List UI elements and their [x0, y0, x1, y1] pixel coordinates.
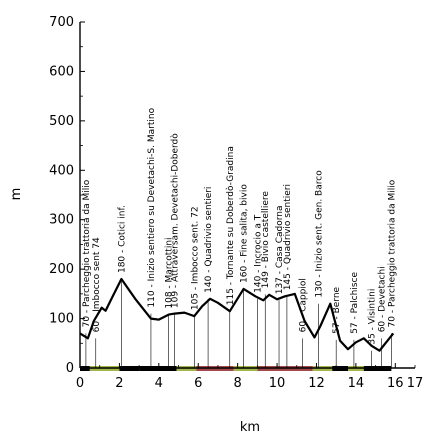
y-tick-label: 0 [66, 361, 74, 376]
waypoint-label: 60 - Devetachi [378, 266, 388, 332]
waypoint-lines [85, 279, 392, 368]
x-tick-label: 0 [76, 376, 84, 391]
waypoint-label: 60 - Imbocco sent 74 [92, 237, 102, 332]
x-tick-label: 2 [115, 376, 123, 391]
waypoint-label: 108 - Marcottini [165, 237, 175, 308]
waypoint-label: 60 - Cappiol [299, 278, 309, 332]
waypoint-label: 160 - Fine salita, bivio [240, 184, 250, 283]
waypoint-label: 57 - Palchisce [350, 272, 360, 334]
axes: 0 100 200 300 400 500 600 700 0 2 4 6 8 10 12 14 16 17 [49, 15, 423, 391]
y-tick-label: 500 [49, 114, 74, 129]
y-tick-label: 400 [49, 163, 74, 178]
elevation-profile-line [79, 277, 395, 352]
y-tick-label: 700 [49, 15, 74, 30]
y-tick-label: 600 [49, 64, 74, 79]
waypoint-label: 149 - Bivio castelliere [261, 191, 271, 289]
x-tick-label: 16 [387, 376, 404, 391]
y-tick-label: 100 [49, 312, 74, 327]
y-tick-label: 200 [49, 262, 74, 277]
x-tick-label: 8 [234, 376, 242, 391]
waypoint-label: 180 - Cotici inf. [117, 205, 127, 273]
waypoint-labels: 70 - Parcheggio trattoria da Milio 60 - I… [82, 107, 397, 345]
y-axis-label: m [9, 188, 24, 201]
waypoint-label: 109 - Attraversam. Devetachi-Doberdò [170, 133, 181, 308]
waypoint-label: 140 - Quadrivio sentieri [204, 187, 214, 293]
waypoint-label: 57 - Berne [332, 286, 342, 333]
y-tick-label: 300 [49, 213, 74, 228]
x-tick-label: 12 [308, 376, 325, 391]
waypoint-label: 70 - Parcheggio trattoria da Milio [387, 179, 397, 327]
waypoint-label: 140 - Incrocio a T [253, 214, 263, 293]
waypoint-label: 130 - Inizio sent. Gen. Barco [314, 170, 324, 298]
waypoint-label: 115 - Tornante su Doberdò-Gradina [225, 146, 236, 305]
x-tick-label: 4 [155, 376, 163, 391]
waypoint-label: 35 - Visintini [368, 289, 378, 345]
waypoint-label: 145 - Quadrivio sentieri [283, 184, 293, 290]
x-axis-label: km [240, 420, 260, 435]
waypoint-label: 137 - Casa Cadorna [275, 205, 285, 294]
x-tick-label: 10 [269, 376, 286, 391]
x-tick-label: 6 [194, 376, 202, 391]
x-tick-label: 17 [407, 376, 424, 391]
waypoint-label: 105 - Imbocco sent. 72 [190, 206, 200, 310]
waypoint-label: 70 - Parcheggio trattoria da Milio [82, 179, 92, 327]
x-tick-label: 14 [348, 376, 365, 391]
waypoint-label: 110 - Inizio sentiero su Devetachi-S. Ma… [147, 107, 157, 307]
